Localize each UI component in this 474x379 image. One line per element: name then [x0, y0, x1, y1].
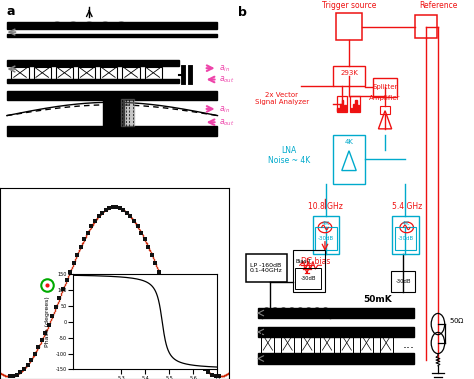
Bar [351, 108, 352, 111]
Bar [337, 108, 339, 111]
Bar [344, 105, 346, 111]
Bar [342, 100, 344, 111]
Bar [292, 250, 325, 292]
Bar [301, 332, 314, 353]
Text: 293K: 293K [340, 70, 358, 76]
Bar [7, 34, 218, 37]
Bar [391, 271, 415, 292]
Bar [258, 308, 414, 318]
Bar [100, 67, 118, 79]
Text: Bias-T: Bias-T [295, 259, 311, 264]
Bar [295, 268, 321, 289]
Bar [7, 22, 218, 29]
Text: 50mK: 50mK [364, 295, 392, 304]
Text: Splitter: Splitter [373, 84, 398, 90]
Bar [7, 91, 218, 100]
Bar [392, 216, 419, 254]
Text: DC bias: DC bias [301, 257, 330, 266]
Bar [78, 67, 95, 79]
Bar [7, 126, 218, 136]
Text: 2x Vector
Signal Analyzer: 2x Vector Signal Analyzer [255, 92, 309, 105]
Bar [337, 96, 347, 112]
Text: LNA
Noise ~ 4K: LNA Noise ~ 4K [268, 146, 310, 165]
Text: ...: ... [403, 338, 415, 351]
Text: Trigger source: Trigger source [322, 1, 376, 10]
Text: 4K: 4K [401, 221, 410, 226]
Text: $a_{in}$: $a_{in}$ [219, 63, 230, 74]
Bar [336, 13, 362, 40]
Bar [395, 227, 416, 250]
Bar [350, 96, 360, 112]
Text: -30dB: -30dB [397, 236, 413, 241]
Text: 4K: 4K [322, 221, 330, 226]
Text: -30dB: -30dB [301, 276, 316, 281]
Bar [261, 332, 274, 353]
Text: b: b [238, 6, 247, 19]
Bar [415, 15, 437, 38]
Bar [340, 332, 353, 353]
Bar [145, 67, 162, 79]
Bar [380, 106, 391, 114]
Bar [7, 60, 179, 66]
Text: 10.8 GHz: 10.8 GHz [308, 202, 342, 211]
Text: a: a [7, 5, 15, 18]
Bar [281, 332, 294, 353]
Bar [353, 104, 355, 111]
Bar [103, 100, 124, 126]
Text: 50$\Omega$: 50$\Omega$ [449, 316, 465, 325]
Text: $a_{out}$: $a_{out}$ [219, 75, 234, 85]
Bar [357, 105, 359, 111]
Text: Amplifier: Amplifier [369, 95, 401, 101]
Bar [258, 353, 414, 364]
Bar [355, 100, 357, 111]
Bar [333, 66, 365, 86]
Bar [373, 78, 397, 97]
Bar [320, 332, 334, 353]
Bar [7, 79, 179, 83]
Text: 4K: 4K [345, 139, 354, 145]
Bar [56, 67, 73, 79]
Bar [315, 227, 337, 250]
Text: LP -160dB
0.1-40GHz: LP -160dB 0.1-40GHz [250, 263, 283, 273]
Bar [34, 67, 51, 79]
Text: 5.4 GHz: 5.4 GHz [392, 202, 422, 211]
Bar [258, 327, 414, 337]
Text: $a_{in}$: $a_{in}$ [219, 104, 230, 114]
Bar [380, 332, 393, 353]
Bar [246, 254, 286, 282]
Text: Reference: Reference [419, 1, 457, 10]
Text: -30dB: -30dB [395, 279, 411, 284]
Bar [122, 67, 140, 79]
Bar [313, 216, 339, 254]
Bar [333, 135, 365, 184]
Bar [121, 99, 134, 126]
Bar [11, 67, 28, 79]
Text: $a_{out}$: $a_{out}$ [219, 117, 234, 128]
Bar [340, 104, 341, 111]
Text: -30dB: -30dB [318, 236, 334, 241]
Bar [360, 332, 373, 353]
